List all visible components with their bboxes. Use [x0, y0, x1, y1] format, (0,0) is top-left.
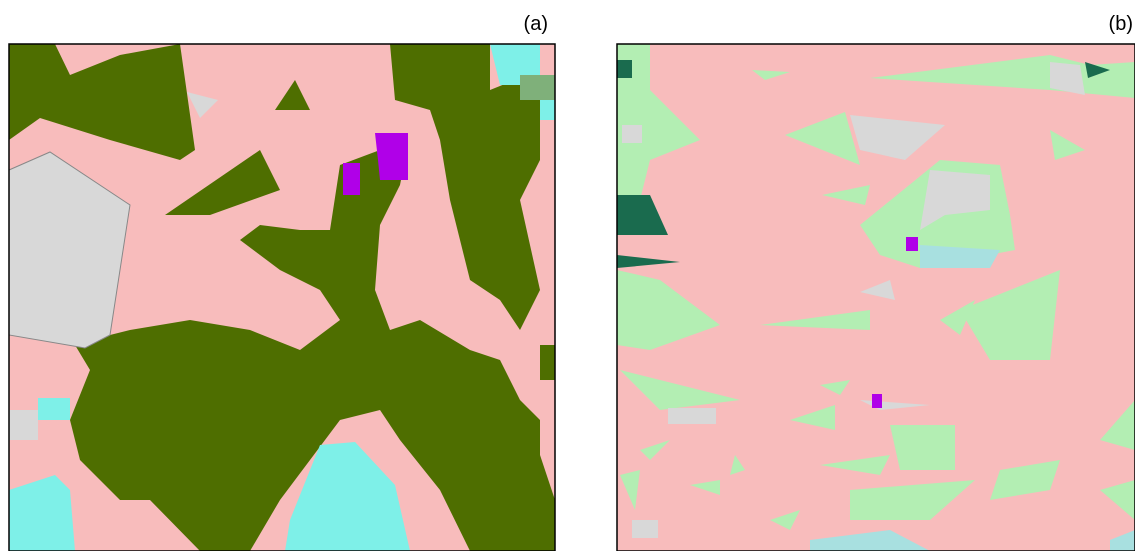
segmentation-map-a [9, 44, 555, 551]
panel-label: (b) [1109, 13, 1133, 35]
segmentation-map-b [617, 44, 1135, 551]
figure: (a) (b) [0, 0, 1135, 551]
panel-label: (a) [524, 13, 548, 35]
page: (a) (b) [0, 0, 1135, 551]
